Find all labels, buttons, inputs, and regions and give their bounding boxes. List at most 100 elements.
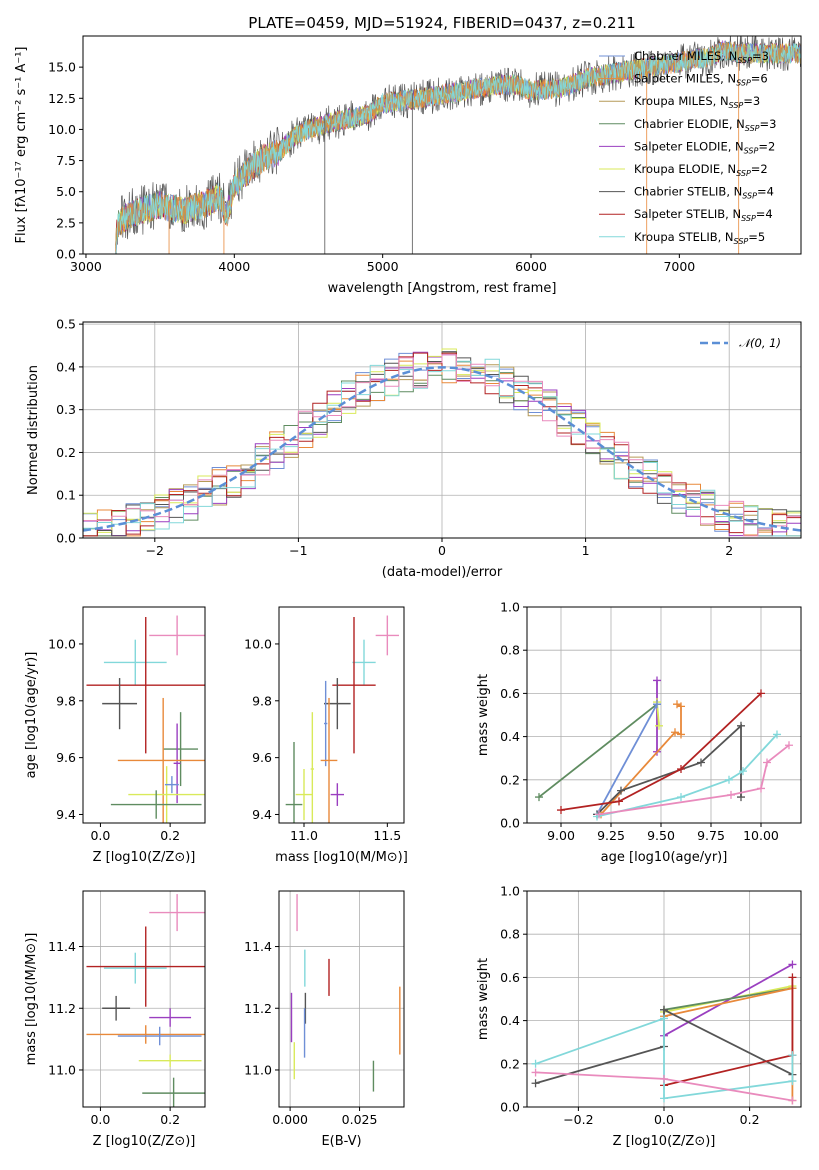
age_mass-xtick-label: 11.5 [373, 828, 401, 843]
weight_Z-ylabel: mass weight [476, 958, 491, 1040]
residuals-legend-label: 𝒩(0, 1) [739, 336, 781, 350]
residuals-histogram-series [83, 358, 801, 537]
weight_Z-point-marker [531, 1079, 540, 1088]
weight_age-point-marker [557, 806, 565, 815]
spectrum-ytick-label: 10.0 [48, 122, 76, 137]
legend-label-text: Salpeter MILES, N [634, 72, 736, 86]
residuals-histogram-series [83, 354, 801, 537]
age_mass-ytick-label: 9.6 [252, 750, 272, 765]
weight_Z-ytick-label: 0.4 [500, 1013, 520, 1028]
age_mass-xlabel: mass [log10(M/M⊙)] [275, 850, 408, 865]
weight_age-xtick-label: 9.50 [647, 828, 675, 843]
spectrum-xtick-label: 4000 [218, 259, 250, 274]
age_Z-frame [82, 606, 206, 824]
weight_age-ytick-label: 0.6 [500, 686, 520, 701]
residuals-xtick-label: −2 [146, 543, 164, 558]
weight_Z-ytick-label: 0.0 [500, 1100, 520, 1115]
weight_age-ylabel: mass weight [476, 674, 491, 756]
weight_age-xtick-label: 9.25 [597, 828, 625, 843]
age_Z-ytick-label: 9.8 [56, 693, 76, 708]
residuals-ytick-label: 0.0 [56, 531, 76, 546]
spectrum-legend-label: Kroupa ELODIE, NSSP=2 [634, 162, 768, 178]
weight_age-point-marker [653, 700, 661, 709]
weight_age-point-marker [737, 721, 745, 730]
weight_Z-frame [526, 890, 802, 1108]
weight_Z-xlabel: Z [log10(Z/Z⊙)] [613, 1134, 716, 1149]
legend-label-text: Kroupa MILES, N [634, 94, 729, 108]
weight_age-point-marker [677, 765, 685, 773]
weight_age-series-line [560, 692, 762, 811]
weight_Z-point-marker [660, 1094, 668, 1103]
weight_Z-point-marker [788, 973, 797, 982]
age_mass-ytick-label: 10.0 [244, 636, 272, 651]
spectrum-legend-label: Kroupa MILES, NSSP=3 [634, 94, 760, 110]
weight_Z-point-marker [660, 1014, 668, 1023]
mass_Z-xlabel: Z [log10(Z/Z⊙)] [93, 1134, 196, 1149]
legend-label-subscript: SSP [736, 169, 751, 178]
weight_age-frame [526, 606, 802, 824]
weight_age-point-marker [671, 728, 679, 737]
residuals-xtick-label: 2 [725, 543, 733, 558]
legend-label-subscript: SSP [741, 214, 756, 223]
legend-label-subscript: SSP [737, 56, 752, 65]
weight_Z-ytick-label: 0.8 [500, 927, 520, 942]
weight_age-point-marker [739, 767, 747, 776]
weight_age-point-marker [615, 797, 623, 806]
weight_age-point-marker [727, 790, 735, 799]
weight_age-point-marker [677, 730, 685, 739]
spectrum-legend-label: Salpeter ELODIE, NSSP=2 [634, 139, 775, 155]
weight_age-ytick-label: 1.0 [500, 600, 520, 615]
mass_EBV-plot-area [290, 894, 401, 1092]
legend-label-subscript: SSP [745, 124, 760, 133]
mass_EBV-ytick-label: 11.2 [244, 1001, 272, 1016]
age_Z-ytick-label: 10.0 [48, 636, 76, 651]
residuals-ytick-label: 0.4 [56, 359, 76, 374]
weight_Z-point-marker [660, 1074, 668, 1083]
age_Z-xlabel: Z [log10(Z/Z⊙)] [93, 850, 196, 865]
spectrum-ytick-label: 12.5 [48, 91, 76, 106]
weight_Z-point-marker [531, 1068, 540, 1077]
spectrum-ylabel: Flux [fλ10⁻¹⁷ erg cm⁻² s⁻¹ A⁻¹] [14, 47, 29, 244]
age_Z-ytick-label: 9.6 [56, 750, 76, 765]
weight_age-point-marker [785, 741, 793, 750]
legend-label-text: Chabrier MILES, N [634, 49, 737, 63]
age_mass-xtick-label: 11.0 [290, 828, 318, 843]
spectrum-frame [82, 35, 802, 255]
weight_age-point-marker [773, 730, 781, 739]
weight_age-ytick-label: 0.8 [500, 643, 520, 658]
age_mass-frame [278, 606, 405, 824]
legend-label-subscript: SSP [744, 146, 759, 155]
mass_Z-ylabel: mass [log10(M/M⊙)] [24, 933, 39, 1066]
weight_Z-point-marker [788, 1096, 797, 1105]
weight_Z-series-line [663, 987, 793, 1011]
legend-label-text: Chabrier STELIB, N [634, 185, 742, 199]
weight_age-point-marker [677, 793, 685, 802]
weight_age-point-marker [617, 786, 625, 795]
age_Z-xtick-label: 0.0 [90, 828, 110, 843]
spectrum-ytick-label: 0.0 [56, 247, 76, 262]
residuals-ytick-label: 0.2 [56, 445, 76, 460]
age_Z-ylabel: age [log10(age/yr)] [24, 652, 39, 779]
spectrum-xtick-label: 5000 [367, 259, 399, 274]
weight_age-series-line [596, 703, 658, 815]
mass_EBV-xtick-label: 0.000 [272, 1112, 308, 1127]
spectrum-legend-label: Chabrier MILES, NSSP=3 [634, 49, 769, 65]
weight_age-point-marker [737, 793, 745, 802]
mass_Z-ytick-label: 11.2 [48, 1001, 76, 1016]
residuals-ytick-label: 0.3 [56, 402, 76, 417]
mass_Z-xtick-label: 0.2 [160, 1112, 180, 1127]
weight_Z-plot-area [531, 960, 797, 1105]
residuals-ytick-label: 0.1 [56, 488, 76, 503]
weight_age-xtick-label: 9.75 [697, 828, 725, 843]
mass_Z-ytick-label: 11.0 [48, 1062, 76, 1077]
weight_age-xtick-label: 10.00 [743, 828, 779, 843]
weight_age-ytick-label: 0.0 [500, 816, 520, 831]
age_Z-plot-area [86, 615, 205, 823]
spectrum-title: PLATE=0459, MJD=51924, FIBERID=0437, z=0… [248, 14, 635, 32]
mass_Z-xtick-label: 0.0 [90, 1112, 110, 1127]
weight_Z-ytick-label: 0.6 [500, 970, 520, 985]
weight_age-xtick-label: 9.00 [547, 828, 575, 843]
weight_age-series-line [538, 703, 658, 798]
